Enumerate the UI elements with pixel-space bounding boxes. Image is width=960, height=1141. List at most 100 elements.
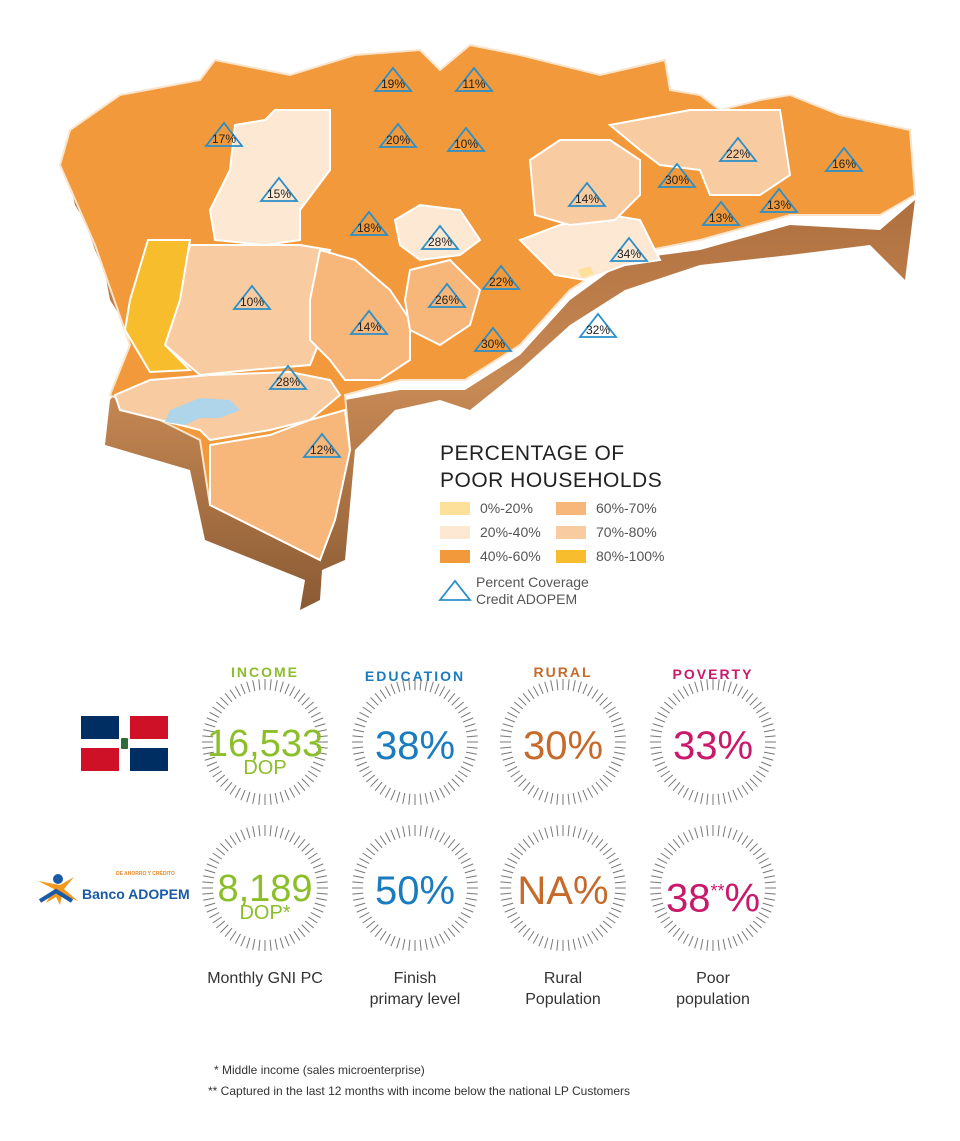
dial-tick: [279, 937, 284, 949]
dial-tick: [663, 701, 674, 710]
poverty-caption-line1: Poor: [696, 970, 730, 987]
dial-tick: [610, 863, 622, 869]
coverage-label: 34%: [617, 247, 641, 261]
dial-tick: [602, 701, 613, 710]
dial-tick: [447, 692, 456, 703]
dial-tick: [390, 935, 396, 947]
dial-tick: [613, 729, 625, 733]
region-60-70-a: [309, 248, 411, 381]
dial-tick: [374, 838, 383, 849]
dial-tick: [502, 756, 514, 761]
coverage-marker: 12%: [302, 432, 342, 458]
triangle-icon: [473, 326, 513, 352]
dial-tick: [424, 792, 428, 804]
dial-tick: [312, 761, 324, 767]
income-adopem-value: 8,189: [217, 868, 313, 910]
coverage-marker: 13%: [759, 187, 799, 213]
dial-tick: [314, 723, 326, 728]
triangle-icon: [481, 264, 521, 290]
dial-tick: [501, 751, 513, 755]
poverty-caption: Poor population: [638, 968, 788, 1010]
dial-tick: [654, 863, 666, 869]
dial-tick: [402, 680, 406, 692]
dial-tick: [396, 681, 401, 693]
dial-tick: [314, 902, 326, 907]
dial-tick: [209, 766, 220, 773]
dial-tick: [504, 761, 516, 767]
dial-tick: [434, 829, 440, 841]
dial-tick: [402, 792, 406, 804]
dial-tick: [220, 697, 229, 706]
triangle-icon: [578, 312, 618, 338]
dial-tick: [567, 939, 570, 951]
dial-tick: [419, 825, 422, 837]
dial-tick: [234, 832, 241, 843]
coverage-label: 14%: [575, 192, 599, 206]
dial-tick: [269, 939, 272, 951]
dial-tick: [522, 838, 531, 849]
dial-tick: [513, 774, 524, 783]
triangle-icon: [268, 364, 308, 390]
legend-title: PERCENTAGE OF POOR HOUSEHOLDS: [440, 440, 662, 494]
dial-tick: [513, 847, 524, 856]
dial-tick: [203, 751, 215, 755]
dial-tick: [677, 689, 685, 700]
coverage-label: 30%: [481, 337, 505, 351]
dial-tick: [443, 835, 451, 846]
dial-tick: [246, 681, 251, 693]
dial-tick: [359, 912, 370, 919]
dial-tick: [677, 784, 685, 795]
dial-tick: [396, 937, 401, 949]
dial-tick: [532, 933, 539, 944]
dial-tick: [595, 927, 604, 938]
dial-tick: [500, 746, 512, 749]
dial-tick: [504, 863, 516, 869]
triangle-icon: [427, 282, 467, 308]
income-country-value: 16,533: [206, 723, 324, 765]
dial-tick: [252, 792, 256, 804]
dial-tick: [650, 881, 662, 884]
dial-tick: [727, 937, 732, 949]
dial-tick: [293, 784, 301, 795]
coverage-triangles: 19% 11% 17% 20% 10% 22% 16% 15% 14% 30% 13% 13% 18% 2…: [204, 66, 864, 458]
dial-tick: [550, 680, 554, 692]
dial-tick: [760, 761, 772, 767]
dial-tick: [464, 902, 476, 907]
dial-tick: [694, 791, 699, 803]
dial-tick: [301, 843, 310, 852]
region-20-40-b: [393, 203, 482, 262]
dial-tick: [651, 751, 663, 755]
dial-tick: [502, 723, 514, 728]
dial-tick: [500, 881, 512, 884]
dial-tick: [745, 692, 754, 703]
dial-tick: [595, 781, 604, 792]
dial-tick: [316, 892, 328, 895]
dial-tick: [408, 825, 411, 837]
dial-tick: [668, 697, 677, 706]
dial-tick: [206, 907, 218, 913]
dial-tick: [613, 897, 625, 901]
dial-tick: [682, 933, 689, 944]
dial-tick: [312, 863, 324, 869]
dial-tick: [527, 689, 535, 700]
education-caption-line1: Finish: [393, 970, 437, 987]
dial-tick: [688, 935, 694, 947]
dial-tick: [556, 679, 559, 691]
dial-tick: [466, 735, 478, 738]
dial-tick: [614, 735, 626, 738]
dial-tick: [657, 912, 668, 919]
coverage-marker: 14%: [349, 309, 389, 335]
education-caption: Finish primary level: [340, 968, 490, 1010]
coverage-marker: 17%: [204, 121, 244, 147]
dial-tick: [522, 781, 531, 792]
triangle-icon: [824, 146, 864, 172]
education-caption-line2: primary level: [369, 991, 461, 1008]
dial-tick: [240, 935, 246, 947]
dial-tick: [682, 787, 689, 798]
dial-tick: [424, 938, 428, 950]
dial-tick: [722, 792, 726, 804]
dial-tick: [762, 756, 774, 761]
dial-tick: [522, 927, 531, 938]
dial-tick: [763, 751, 775, 755]
dial-tick: [694, 827, 699, 839]
